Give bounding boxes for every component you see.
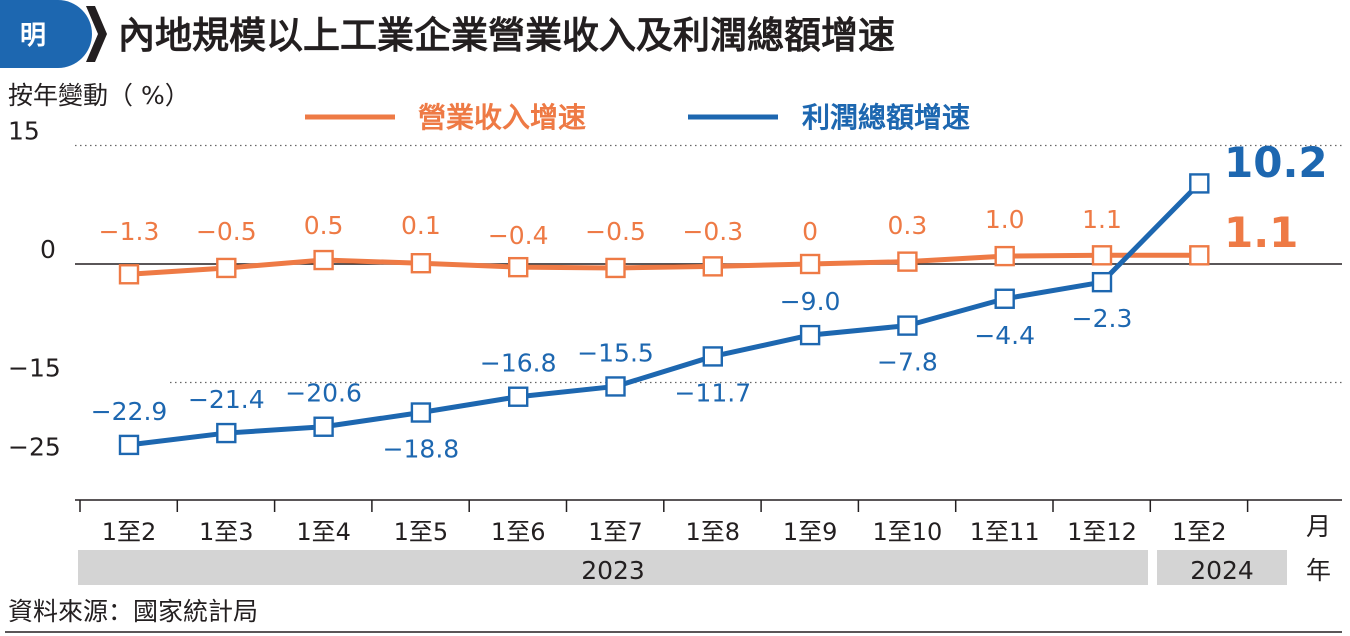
- revenue-data-label: −0.4: [488, 221, 549, 250]
- revenue-marker: [313, 249, 334, 271]
- year-label-2024: 2024: [1190, 556, 1254, 585]
- profit-marker: [313, 416, 334, 437]
- profit-marker: [118, 434, 140, 456]
- revenue-data-label: −1.3: [99, 217, 160, 246]
- x-tick-label: 1至9: [783, 518, 838, 546]
- x-tick-label: 1至2: [1172, 518, 1227, 546]
- profit-marker: [216, 422, 237, 444]
- x-tick-label: 1至2: [102, 518, 157, 546]
- year-band-2023: [78, 550, 1148, 585]
- year-band-2024: [1157, 550, 1287, 585]
- x-tick-label: 1至5: [394, 518, 449, 546]
- profit-data-label: −16.8: [480, 349, 557, 378]
- profit-data-label: −9.0: [780, 287, 841, 316]
- revenue-data-label: 1.1: [1082, 205, 1122, 234]
- series-layer: [118, 173, 1210, 456]
- profit-data-label: −20.6: [285, 379, 362, 408]
- profit-data-label: −11.7: [674, 378, 751, 407]
- revenue-data-label: 0: [802, 217, 818, 246]
- profit-data-label: −15.5: [577, 338, 654, 367]
- profit-marker: [702, 346, 723, 367]
- legend-label-profit: 利潤總額增速: [802, 101, 970, 134]
- revenue-marker: [994, 245, 1015, 267]
- y-tick-minus-25: −25: [8, 433, 61, 462]
- revenue-marker: [216, 257, 237, 279]
- profit-marker: [605, 376, 626, 397]
- logo-char: 明: [20, 21, 46, 51]
- profit-data-label: −7.8: [877, 348, 938, 377]
- y-tick-15: 15: [8, 117, 40, 146]
- profit-marker: [1189, 173, 1210, 194]
- revenue-data-label: −0.5: [196, 217, 257, 246]
- revenue-data-label: 0.5: [304, 211, 344, 240]
- legend-label-revenue: 營業收入增速: [418, 101, 586, 134]
- x-tick-label: 1至3: [199, 518, 254, 546]
- chevron-icon: [86, 6, 107, 62]
- y-tick-minus-15: −15: [8, 354, 61, 383]
- revenue-data-label: 1.1: [1224, 208, 1298, 257]
- year-unit-label: 年: [1306, 556, 1331, 585]
- profit-marker: [1091, 271, 1113, 293]
- revenue-marker: [605, 257, 626, 279]
- x-tick-label: 1至11: [970, 518, 1040, 546]
- revenue-marker: [1091, 245, 1113, 266]
- revenue-marker: [118, 264, 140, 285]
- revenue-marker: [702, 256, 723, 277]
- y-tick-0: 0: [40, 235, 56, 264]
- logo-badge: [0, 0, 92, 68]
- profit-marker: [410, 402, 432, 423]
- x-tick-label: 1至6: [491, 518, 546, 546]
- revenue-marker: [897, 251, 918, 272]
- revenue-marker: [799, 253, 821, 275]
- y-axis-label: 按年變動（ %）: [8, 81, 190, 110]
- revenue-data-label: −0.5: [585, 217, 646, 246]
- revenue-data-label: −0.3: [682, 217, 743, 246]
- profit-marker: [897, 315, 918, 336]
- profit-data-label: −4.4: [974, 321, 1035, 350]
- source-note: 資料來源：國家統計局: [8, 597, 258, 626]
- profit-data-label: −22.9: [91, 397, 168, 426]
- series-line-profit: [128, 181, 1202, 448]
- header: 明 內地規模以上工業企業營業收入及利潤總額增速: [0, 0, 895, 68]
- revenue-data-label: 0.1: [401, 211, 441, 240]
- profit-data-label: −2.3: [1072, 304, 1133, 333]
- month-unit-label: 月: [1306, 512, 1331, 541]
- revenue-marker: [508, 256, 529, 278]
- page-title: 內地規模以上工業企業營業收入及利潤總額增速: [118, 14, 895, 57]
- data-labels: −1.3 −0.5 0.5 0.1 −0.4 −0.5 −0.3 0 0.3 1.0 1.1 1.1 −…: [91, 138, 1328, 464]
- legend: 營業收入增速 利潤總額增速: [305, 101, 970, 134]
- profit-marker: [994, 288, 1015, 309]
- x-tick-label: 1至10: [872, 518, 942, 546]
- revenue-marker: [1189, 245, 1210, 266]
- series-line-revenue: [128, 252, 1200, 277]
- revenue-data-label: 0.3: [888, 211, 928, 240]
- x-tick-labels: 1至2 1至3 1至4 1至5 1至6 1至7 1至8 1至9 1至10 1至11 1至12 1至2: [102, 518, 1227, 546]
- revenue-data-label: 1.0: [985, 205, 1025, 234]
- revenue-marker: [410, 253, 432, 274]
- year-label-2023: 2023: [581, 556, 645, 585]
- x-tick-label: 1至4: [296, 518, 351, 546]
- x-tick-label: 1至12: [1067, 518, 1137, 546]
- x-tick-label: 1至7: [588, 518, 643, 546]
- profit-marker: [508, 386, 529, 407]
- x-tick-marks: [79, 500, 1249, 512]
- profit-data-label: 10.2: [1224, 138, 1328, 187]
- profit-marker: [799, 324, 821, 346]
- x-tick-label: 1至8: [686, 518, 741, 546]
- profit-data-label: −18.8: [383, 435, 460, 464]
- profit-data-label: −21.4: [188, 385, 265, 414]
